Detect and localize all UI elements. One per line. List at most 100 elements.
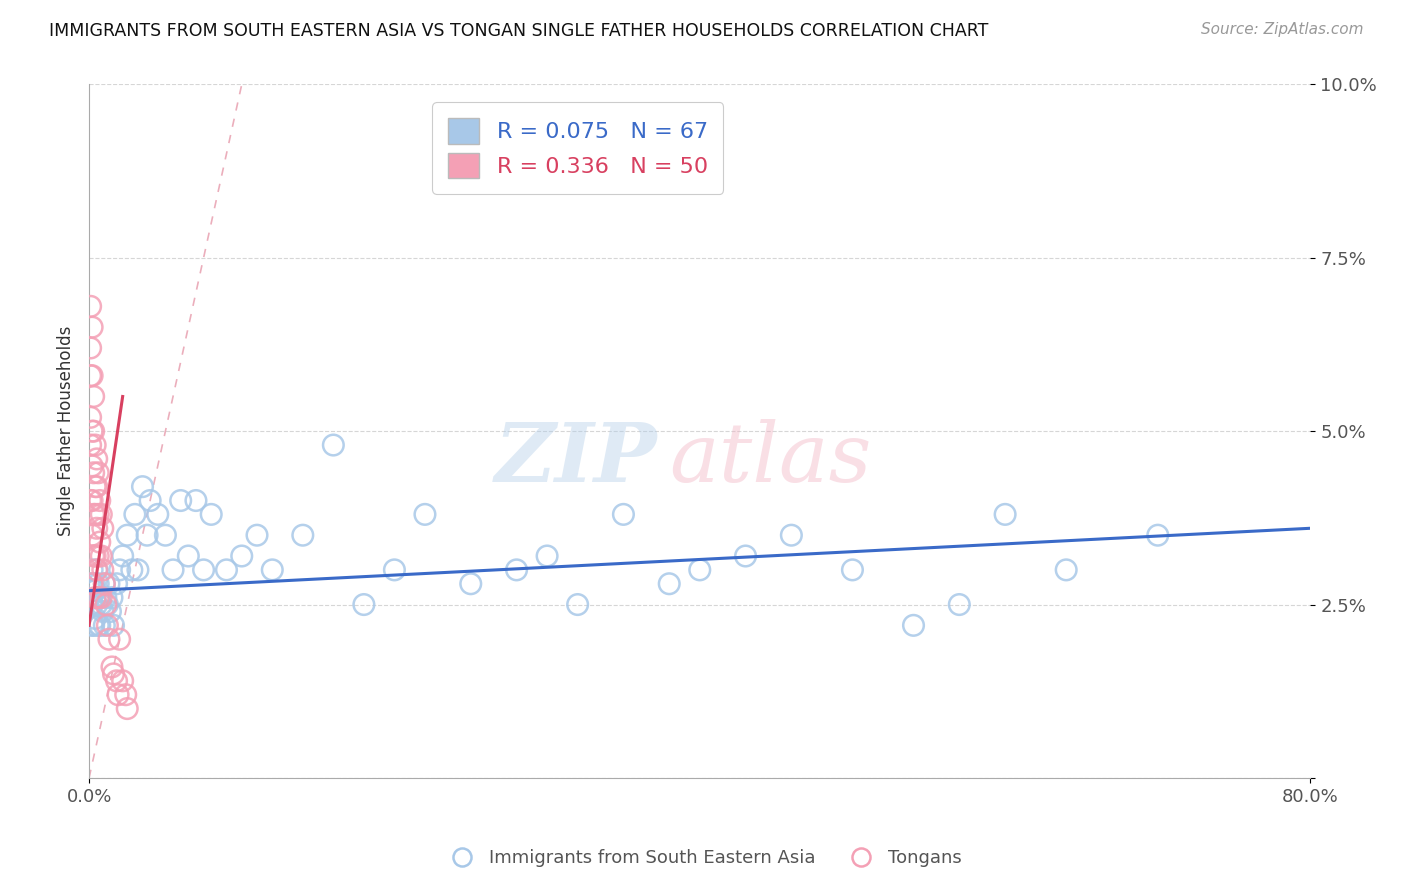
Point xyxy=(114,688,136,702)
Point xyxy=(82,320,104,334)
Point xyxy=(87,466,110,480)
Y-axis label: Single Father Households: Single Father Households xyxy=(58,326,75,536)
Point xyxy=(1146,528,1168,542)
Point xyxy=(84,549,107,563)
Point xyxy=(82,576,104,591)
Point xyxy=(460,576,482,591)
Point xyxy=(100,605,122,619)
Point xyxy=(82,598,104,612)
Point xyxy=(84,583,107,598)
Point xyxy=(146,508,169,522)
Point xyxy=(127,563,149,577)
Point xyxy=(90,591,112,605)
Point xyxy=(79,299,101,313)
Point xyxy=(536,549,558,563)
Legend: Immigrants from South Eastern Asia, Tongans: Immigrants from South Eastern Asia, Tong… xyxy=(437,842,969,874)
Point xyxy=(567,598,589,612)
Point xyxy=(105,576,128,591)
Point xyxy=(82,528,104,542)
Point xyxy=(353,598,375,612)
Point xyxy=(93,576,115,591)
Point xyxy=(87,591,110,605)
Point xyxy=(79,598,101,612)
Point xyxy=(79,576,101,591)
Point xyxy=(841,563,863,577)
Point xyxy=(101,660,124,674)
Text: atlas: atlas xyxy=(669,419,872,499)
Point xyxy=(79,410,101,425)
Point xyxy=(658,576,681,591)
Point xyxy=(215,563,238,577)
Point xyxy=(87,508,110,522)
Point xyxy=(139,493,162,508)
Point xyxy=(94,591,117,605)
Point xyxy=(82,563,104,577)
Point xyxy=(111,673,134,688)
Point xyxy=(79,493,101,508)
Point xyxy=(83,508,105,522)
Point xyxy=(90,598,112,612)
Point xyxy=(87,549,110,563)
Point xyxy=(94,598,117,612)
Point xyxy=(96,618,118,632)
Text: IMMIGRANTS FROM SOUTH EASTERN ASIA VS TONGAN SINGLE FATHER HOUSEHOLDS CORRELATIO: IMMIGRANTS FROM SOUTH EASTERN ASIA VS TO… xyxy=(49,22,988,40)
Point xyxy=(86,563,108,577)
Point xyxy=(86,598,108,612)
Point xyxy=(107,688,129,702)
Point xyxy=(97,576,120,591)
Point xyxy=(322,438,344,452)
Point xyxy=(84,480,107,494)
Point xyxy=(90,549,112,563)
Point xyxy=(170,493,193,508)
Point xyxy=(97,632,120,647)
Point xyxy=(103,618,125,632)
Point xyxy=(79,368,101,383)
Point xyxy=(101,591,124,605)
Point xyxy=(200,508,222,522)
Point xyxy=(79,438,101,452)
Point xyxy=(505,563,527,577)
Point xyxy=(93,576,115,591)
Point xyxy=(780,528,803,542)
Point xyxy=(93,618,115,632)
Point xyxy=(82,424,104,438)
Point xyxy=(103,666,125,681)
Point xyxy=(86,451,108,466)
Point xyxy=(83,549,105,563)
Point xyxy=(87,576,110,591)
Point xyxy=(90,508,112,522)
Point xyxy=(108,632,131,647)
Point xyxy=(413,508,436,522)
Point xyxy=(83,576,105,591)
Point xyxy=(87,618,110,632)
Point xyxy=(91,563,114,577)
Point xyxy=(115,528,138,542)
Point xyxy=(86,480,108,494)
Point xyxy=(89,535,111,549)
Point xyxy=(136,528,159,542)
Point xyxy=(131,480,153,494)
Point xyxy=(155,528,177,542)
Point xyxy=(903,618,925,632)
Legend: R = 0.075   N = 67, R = 0.336   N = 50: R = 0.075 N = 67, R = 0.336 N = 50 xyxy=(432,103,723,194)
Point xyxy=(246,528,269,542)
Point xyxy=(89,493,111,508)
Point xyxy=(83,424,105,438)
Point xyxy=(91,605,114,619)
Point xyxy=(105,673,128,688)
Point xyxy=(91,521,114,535)
Point xyxy=(82,618,104,632)
Point xyxy=(262,563,284,577)
Point xyxy=(83,466,105,480)
Point xyxy=(184,493,207,508)
Point xyxy=(84,611,107,625)
Point xyxy=(82,458,104,473)
Point xyxy=(384,563,406,577)
Point xyxy=(994,508,1017,522)
Point xyxy=(115,701,138,715)
Point xyxy=(734,549,756,563)
Point xyxy=(612,508,634,522)
Point xyxy=(162,563,184,577)
Point xyxy=(83,618,105,632)
Point xyxy=(84,438,107,452)
